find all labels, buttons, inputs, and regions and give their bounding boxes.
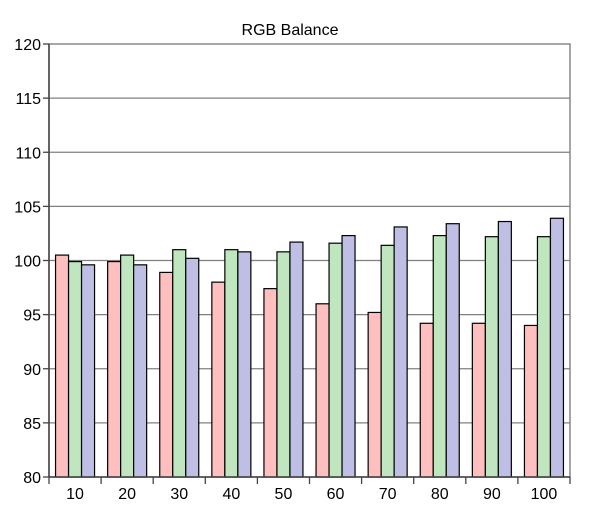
bar xyxy=(224,249,239,478)
bar xyxy=(172,249,187,478)
bar xyxy=(133,264,148,478)
bar xyxy=(185,257,200,478)
bar xyxy=(419,322,434,478)
y-tick-label: 110 xyxy=(15,145,41,162)
x-tick-label: 60 xyxy=(327,486,345,503)
bar xyxy=(328,242,343,478)
x-tick-label: 10 xyxy=(66,486,84,503)
bar xyxy=(315,303,330,478)
x-tick-label: 40 xyxy=(222,486,240,503)
bars xyxy=(54,217,565,478)
bar xyxy=(393,226,408,478)
bar xyxy=(276,251,291,478)
bar xyxy=(80,264,96,478)
y-tick-label: 90 xyxy=(23,362,41,379)
chart-title: RGB Balance xyxy=(242,22,339,39)
bar xyxy=(54,254,70,478)
x-tick-label: 20 xyxy=(118,486,136,503)
bar xyxy=(380,244,395,478)
bar xyxy=(159,271,174,478)
bar xyxy=(549,217,565,478)
bar xyxy=(536,236,552,478)
y-tick-label: 85 xyxy=(23,416,41,433)
x-tick-label: 80 xyxy=(431,486,449,503)
bar xyxy=(120,254,135,478)
bar xyxy=(107,260,122,478)
bar xyxy=(445,223,460,478)
bar xyxy=(523,324,539,478)
bar xyxy=(211,281,226,478)
bar xyxy=(367,311,382,478)
y-tick-label: 95 xyxy=(23,308,41,325)
y-tick-label: 120 xyxy=(14,37,41,54)
bar xyxy=(289,241,304,478)
bar xyxy=(341,235,356,478)
bar xyxy=(484,236,499,478)
bar xyxy=(432,235,447,478)
bar xyxy=(497,220,512,478)
x-tick-label: 30 xyxy=(170,486,188,503)
x-tick-label: 70 xyxy=(379,486,397,503)
bar xyxy=(471,322,486,478)
x-tick-label: 100 xyxy=(531,486,558,503)
y-tick-label: 80 xyxy=(23,470,41,487)
x-tick-label: 50 xyxy=(275,486,293,503)
bar xyxy=(263,288,278,478)
x-tick-label: 90 xyxy=(483,486,501,503)
axis-labels: 80 85 90 95 100 105 110 115 120 10 20 30 40 50 60 70 80 9… xyxy=(14,37,557,503)
y-tick-label: 115 xyxy=(15,91,41,108)
axes xyxy=(43,43,571,484)
y-tick-label: 105 xyxy=(14,199,41,216)
bar xyxy=(67,260,83,478)
y-tick-label: 100 xyxy=(14,254,41,271)
bar xyxy=(237,251,252,478)
